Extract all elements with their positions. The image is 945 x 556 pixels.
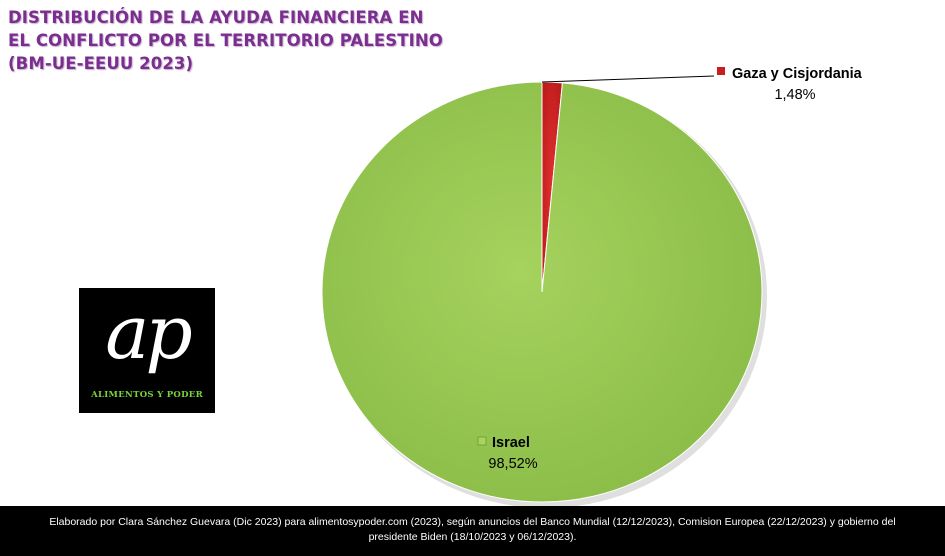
slice-name-gaza: Gaza y Cisjordania: [732, 66, 863, 82]
footer-line-2: presidente Biden (18/10/2023 y 06/12/202…: [368, 531, 577, 543]
footer-line-1: Elaborado por Clara Sánchez Guevara (Dic…: [49, 516, 896, 528]
legend-key-gaza: [717, 67, 725, 75]
chart-title-line-3: (BM-UE-EEUU 2023): [8, 54, 194, 73]
slice-label-gaza: 1,48%: [774, 87, 815, 103]
pie-chart: Gaza y Cisjordania 1,48% Israel 98,52%: [321, 66, 863, 506]
footer-source: Elaborado por Clara Sánchez Guevara (Dic…: [0, 506, 945, 556]
slice-name-israel: Israel: [492, 435, 530, 451]
chart-title-line-2: EL CONFLICTO POR EL TERRITORIO PALESTINO: [8, 31, 443, 50]
chart-title-line-1: DISTRIBUCIÓN DE LA AYUDA FINANCIERA EN: [8, 8, 424, 27]
pie-slices: [321, 81, 763, 503]
chart-title: DISTRIBUCIÓN DE LA AYUDA FINANCIERA EN E…: [8, 6, 443, 75]
logo: ap ALIMENTOS Y PODER: [79, 288, 215, 413]
legend-key-israel: [477, 436, 487, 446]
leader-line-gaza: [541, 75, 715, 83]
slice-label-israel: 98,52%: [488, 456, 537, 472]
logo-text: ALIMENTOS Y PODER: [91, 390, 203, 400]
pie-slice-israel: [321, 81, 763, 503]
logo-mark: ap: [105, 290, 193, 376]
